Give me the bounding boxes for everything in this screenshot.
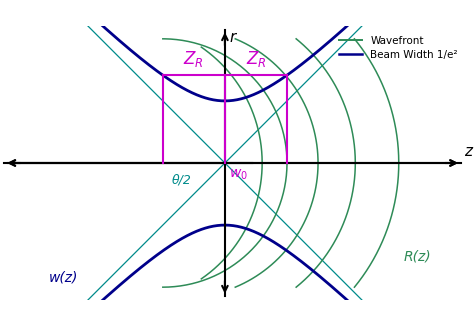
Text: $w_0$: $w_0$ [229, 168, 248, 182]
Text: z: z [464, 144, 472, 159]
Text: $Z_R$: $Z_R$ [246, 49, 266, 69]
Text: θ/2: θ/2 [172, 174, 191, 187]
Text: w(z): w(z) [49, 271, 78, 285]
Legend: Wavefront, Beam Width 1/e²: Wavefront, Beam Width 1/e² [335, 32, 462, 64]
Text: R(z): R(z) [403, 249, 431, 263]
Text: r: r [229, 30, 236, 45]
Text: $Z_R$: $Z_R$ [183, 49, 204, 69]
